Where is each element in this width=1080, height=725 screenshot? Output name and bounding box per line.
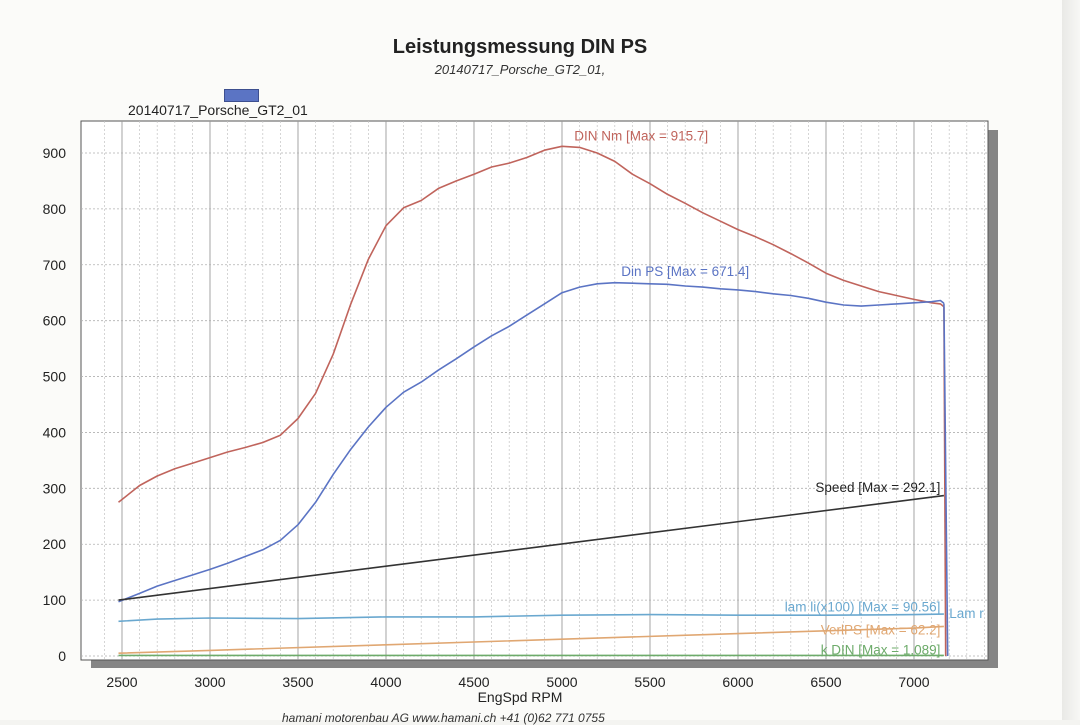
grid <box>81 121 988 660</box>
series-label-speed: Speed [Max = 292.1] <box>815 480 940 495</box>
series-label-k-din: k DIN [Max = 1.089] <box>821 643 941 658</box>
series-line-din-ps <box>118 281 945 603</box>
legend-swatch <box>224 89 259 102</box>
y-tick-label: 700 <box>43 257 67 273</box>
series-label-din-ps: Din PS [Max = 671.4] <box>621 264 749 279</box>
series-line-speed <box>118 494 945 601</box>
series-labels: DIN Nm [Max = 915.7] Din PS [Max = 671.4]… <box>574 129 984 658</box>
x-tick-label: 3000 <box>194 674 225 690</box>
legend-label: 20140717_Porsche_GT2_01 <box>128 102 308 118</box>
x-tick-label: 5500 <box>634 674 665 690</box>
annotation-lam-r: Lam r <box>949 606 984 621</box>
y-tick-label: 100 <box>43 592 67 608</box>
axis-ticks: 0 100 200 300 400 500 600 700 800 900 2500 3000 3500… <box>43 145 930 690</box>
chart-svg: 0 100 200 300 400 500 600 700 800 900 2500 3000 3500… <box>43 120 998 690</box>
x-tick-label: 6000 <box>722 674 753 690</box>
y-tick-label: 900 <box>43 145 67 161</box>
x-tick-label: 7000 <box>898 674 929 690</box>
plot-area <box>80 120 989 661</box>
series-line-din-nm <box>118 145 945 503</box>
x-axis-label: EngSpd RPM <box>477 689 563 705</box>
y-tick-label: 600 <box>43 313 67 329</box>
series-label-verlps: VerlPS [Max = 62.2] <box>821 623 941 638</box>
y-tick-label: 300 <box>43 480 67 496</box>
series-lines <box>118 145 949 657</box>
chart-title: Leistungsmessung DIN PS <box>392 36 648 58</box>
series-label-din-nm: DIN Nm [Max = 915.7] <box>574 129 708 144</box>
x-tick-label: 5000 <box>546 674 577 690</box>
series-line-lam-li-x100 <box>118 613 944 623</box>
x-tick-label: 3500 <box>282 674 313 690</box>
footer-text: hamani motorenbau AG www.hamani.ch +41 (… <box>282 711 605 725</box>
series-drop-din-ps <box>943 303 949 657</box>
x-tick-label: 4000 <box>370 674 401 690</box>
series-label-lam-li-x100: lam li(x100) [Max = 90.56] <box>785 600 941 615</box>
paper-edge <box>1062 0 1080 720</box>
x-tick-label: 4500 <box>458 674 489 690</box>
chart-subtitle: 20140717_Porsche_GT2_01, <box>434 62 606 77</box>
x-tick-label: 2500 <box>106 674 137 690</box>
y-tick-label: 800 <box>43 201 67 217</box>
y-tick-label: 500 <box>43 369 67 385</box>
y-tick-label: 400 <box>43 424 67 440</box>
y-tick-label: 200 <box>43 536 67 552</box>
x-tick-label: 6500 <box>810 674 841 690</box>
y-tick-label: 0 <box>58 648 66 664</box>
series-line-verlps <box>118 625 944 654</box>
